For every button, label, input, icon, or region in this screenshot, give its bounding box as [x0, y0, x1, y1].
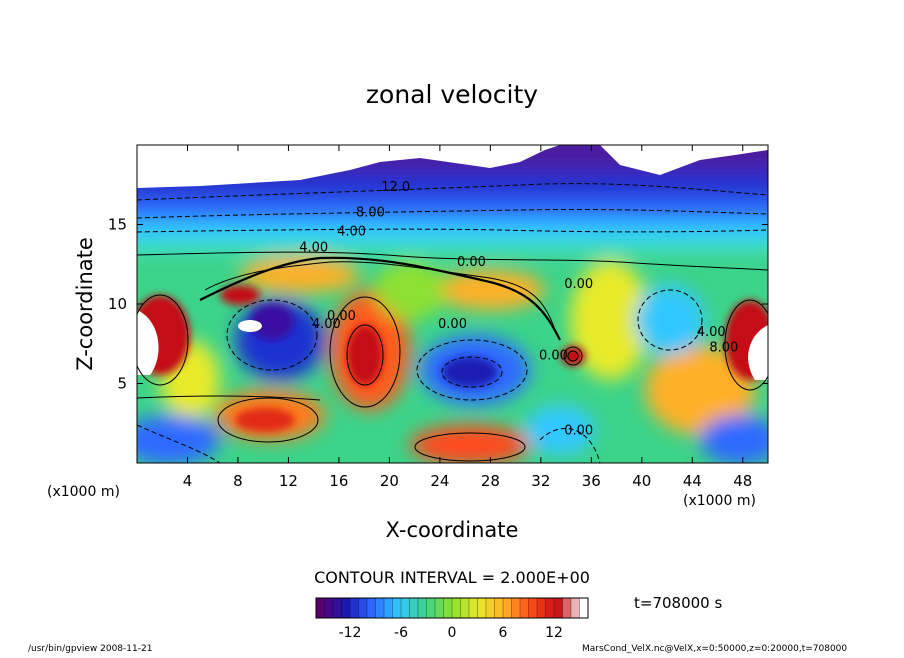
x-tick-label: 48 — [733, 472, 752, 490]
colorbar-cell — [401, 598, 410, 618]
contour-label-layer: 12.08.004.004.000.000.000.004.000.000.00… — [299, 180, 738, 438]
colorbar-cell — [409, 598, 419, 618]
colorbar-cell — [452, 598, 461, 618]
colorbar-cell — [562, 598, 572, 618]
contour-label: 4.00 — [337, 225, 366, 240]
colorbar-cell — [443, 598, 453, 618]
colorbar-cell — [435, 598, 444, 618]
colorbar-ticks: -12 -6 0 6 12 — [339, 625, 563, 641]
colorbar-cell — [375, 598, 385, 618]
colorbar-cell — [494, 598, 504, 618]
x-tick-label: 40 — [632, 472, 651, 490]
x-tick-label: 36 — [582, 472, 601, 490]
colorbar-cell — [571, 598, 580, 618]
x-tick-label: 24 — [430, 472, 449, 490]
colorbar-cell — [384, 598, 393, 618]
contour-label: 0.00 — [564, 423, 593, 438]
y-tick-label: 5 — [117, 375, 127, 393]
contour-label: 12.0 — [381, 180, 410, 195]
colorbar-tick-label: 0 — [448, 625, 457, 641]
x-axis-label: X-coordinate — [386, 518, 519, 542]
colorbar-cell — [316, 598, 325, 618]
contour-label: 0.00 — [539, 349, 568, 364]
contour-label: 8.00 — [356, 206, 385, 221]
contour-label: 8.00 — [709, 341, 738, 356]
colorbar-cell — [528, 598, 538, 618]
x-axis: 4 8 12 16 20 24 28 32 36 40 44 48 — [183, 145, 752, 490]
colorbar-cell — [341, 598, 351, 618]
colorbar-cell — [426, 598, 436, 618]
x-tick-label: 20 — [380, 472, 399, 490]
colorbar-cell — [579, 598, 589, 618]
velocity-field — [137, 145, 768, 463]
colorbar-cell — [367, 598, 376, 618]
contour-label: 4.00 — [312, 317, 341, 332]
time-label: t=708000 s — [634, 594, 722, 612]
contour-label: 0.00 — [327, 309, 356, 324]
colorbar-cell — [392, 598, 402, 618]
y-axis-label: Z-coordinate — [73, 237, 97, 371]
colorbar — [315, 597, 589, 619]
colorbar-cell — [358, 598, 368, 618]
y-axis: 5 10 15 — [108, 216, 768, 393]
x-tick-label: 12 — [279, 472, 298, 490]
x-unit-right: (x1000 m) — [683, 493, 756, 509]
contour-label: 0.00 — [438, 317, 467, 332]
x-unit-left: (x1000 m) — [47, 484, 120, 500]
x-tick-label: 32 — [531, 472, 550, 490]
x-tick-label: 28 — [481, 472, 500, 490]
colorbar-tick-label: -6 — [394, 625, 408, 641]
contour-label: 4.00 — [697, 325, 726, 340]
colorbar-tick-label: 12 — [545, 625, 563, 641]
colorbar-cell — [469, 598, 478, 618]
x-tick-label: 8 — [233, 472, 243, 490]
colorbar-cell — [324, 598, 334, 618]
colorbar-frame — [315, 597, 589, 619]
footer-left: /usr/bin/gpview 2008-11-21 — [28, 644, 152, 654]
y-tick-label: 10 — [108, 295, 127, 313]
x-tick-label: 44 — [683, 472, 702, 490]
colorbar-tick-label: -12 — [339, 625, 362, 641]
colorbar-cell — [554, 598, 563, 618]
colorbar-cell — [511, 598, 521, 618]
colorbar-cell — [477, 598, 487, 618]
x-tick-label: 16 — [329, 472, 348, 490]
contour-interval-text: CONTOUR INTERVAL = 2.000E+00 — [314, 568, 590, 587]
colorbar-cell — [460, 598, 470, 618]
contour-label: 4.00 — [299, 241, 328, 256]
chart-title: zonal velocity — [366, 80, 538, 109]
y-tick-label: 15 — [108, 216, 127, 234]
colorbar-cell — [537, 598, 546, 618]
footer-right: MarsCond_VelX.nc@VelX,x=0:50000,z=0:2000… — [582, 644, 847, 654]
colorbar-tick-label: 6 — [499, 625, 508, 641]
contour-label: 0.00 — [457, 255, 486, 270]
colorbar-cell — [503, 598, 512, 618]
colorbar-cell — [333, 598, 342, 618]
colorbar-cell — [545, 598, 555, 618]
colorbar-cell — [486, 598, 495, 618]
colorbar-cell — [520, 598, 529, 618]
x-tick-label: 4 — [183, 472, 193, 490]
colorbar-cell — [350, 598, 359, 618]
contour-label: 0.00 — [564, 277, 593, 292]
colorbar-cell — [418, 598, 427, 618]
